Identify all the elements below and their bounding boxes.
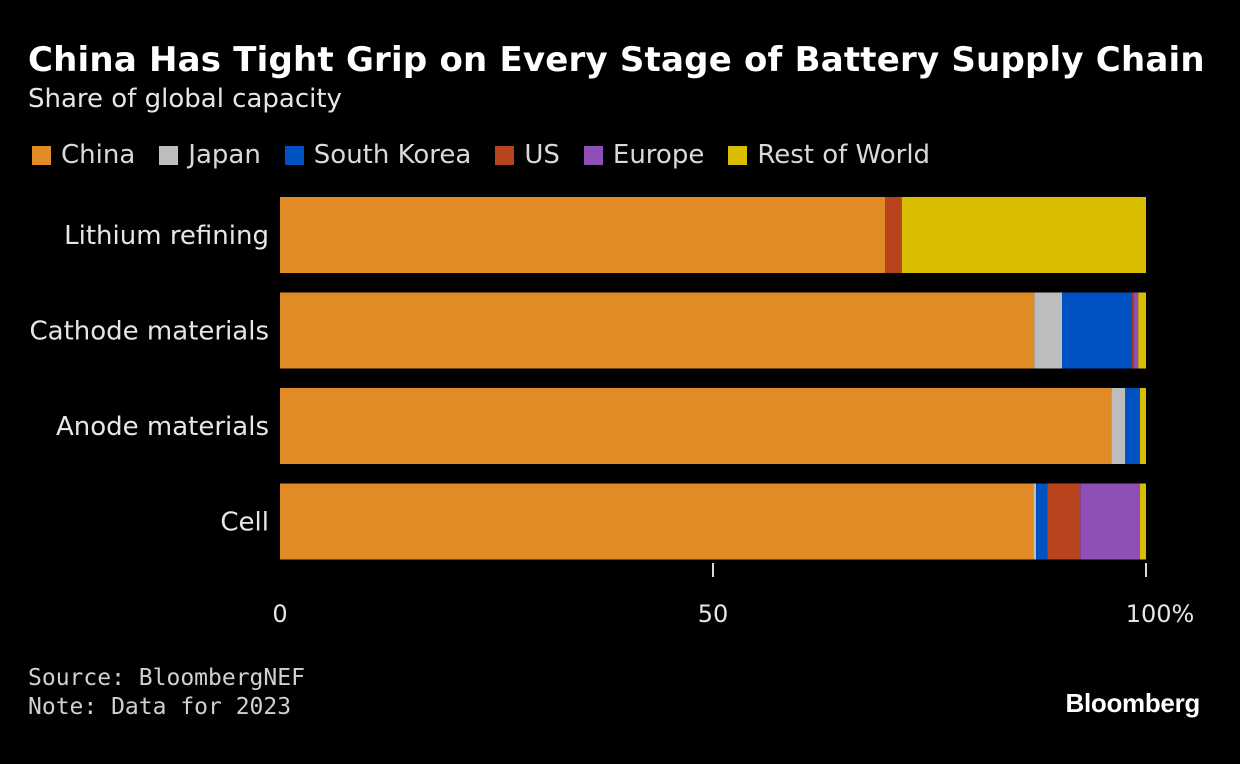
category-label-cathode-materials: Cathode materials [30, 317, 270, 347]
chart-subtitle: Share of global capacity [28, 84, 342, 114]
legend-swatch-china [32, 145, 51, 165]
bar-anode-materials-china [280, 388, 1112, 464]
category-label-anode-materials: Anode materials [56, 412, 269, 442]
category-labels: Lithium refining Cathode materials Anode m… [30, 221, 270, 538]
legend-item-china: China [32, 140, 135, 170]
bar-cathode-materials-us [1132, 292, 1134, 369]
legend-item-south-korea: South Korea [284, 140, 472, 170]
legend-label-rest-of-world: Rest of World [757, 140, 931, 170]
bloomberg-logo: Bloomberg [1065, 688, 1200, 718]
bar-cell-south-korea [1036, 483, 1048, 560]
bar-cathode-materials-rest-of-world [1138, 292, 1146, 369]
category-label-cell: Cell [220, 508, 269, 538]
x-tick-label-50: 50 [698, 600, 729, 628]
legend-label-south-korea: South Korea [313, 140, 472, 170]
legend-item-europe: Europe [583, 140, 705, 170]
legend-label-us: US [524, 140, 560, 170]
chart-title: China Has Tight Grip on Every Stage of B… [28, 40, 1205, 80]
legend: China Japan South Korea US Europe Rest o… [32, 140, 954, 170]
source-note: Source: BloombergNEF [28, 665, 305, 691]
data-note: Note: Data for 2023 [28, 694, 292, 720]
bar-cathode-materials-japan [1034, 292, 1062, 369]
legend-label-europe: Europe [612, 140, 705, 170]
x-axis: 0 50 100% [272, 563, 1194, 628]
bar-cell-europe [1080, 483, 1140, 560]
legend-item-japan: Japan [159, 140, 261, 170]
category-label-lithium-refining: Lithium refining [64, 221, 269, 251]
footer: Source: BloombergNEF Note: Data for 2023 [28, 664, 305, 722]
bar-anode-materials-rest-of-world [1139, 388, 1146, 464]
bar-cell-rest-of-world [1139, 483, 1146, 560]
legend-swatch-us [495, 145, 515, 165]
bar-cell-japan [1033, 483, 1037, 560]
bar-cell-china [280, 483, 1034, 560]
bar-cell-us [1047, 483, 1081, 560]
bar-cathode-materials-europe [1133, 292, 1139, 369]
bar-cathode-materials-china [280, 292, 1035, 369]
legend-item-rest-of-world: Rest of World [728, 140, 930, 170]
bar-cathode-materials-south-korea [1061, 292, 1133, 369]
bars-group [280, 197, 1146, 560]
legend-swatch-japan [159, 145, 179, 165]
legend-swatch-rest-of-world [728, 145, 748, 165]
x-tick-label-0: 0 [272, 600, 287, 628]
legend-swatch-europe [583, 145, 603, 165]
bar-lithium-refining-us [885, 197, 902, 273]
bar-anode-materials-japan [1111, 388, 1126, 464]
legend-label-japan: Japan [188, 140, 261, 170]
legend-item-us: US [495, 140, 560, 170]
legend-swatch-south-korea [284, 145, 304, 165]
legend-label-china: China [61, 140, 136, 170]
bar-lithium-refining-rest-of-world [901, 197, 1146, 273]
x-tick-label-100: 100% [1126, 600, 1195, 628]
bar-lithium-refining-china [280, 197, 886, 273]
bar-anode-materials-south-korea [1125, 388, 1140, 464]
